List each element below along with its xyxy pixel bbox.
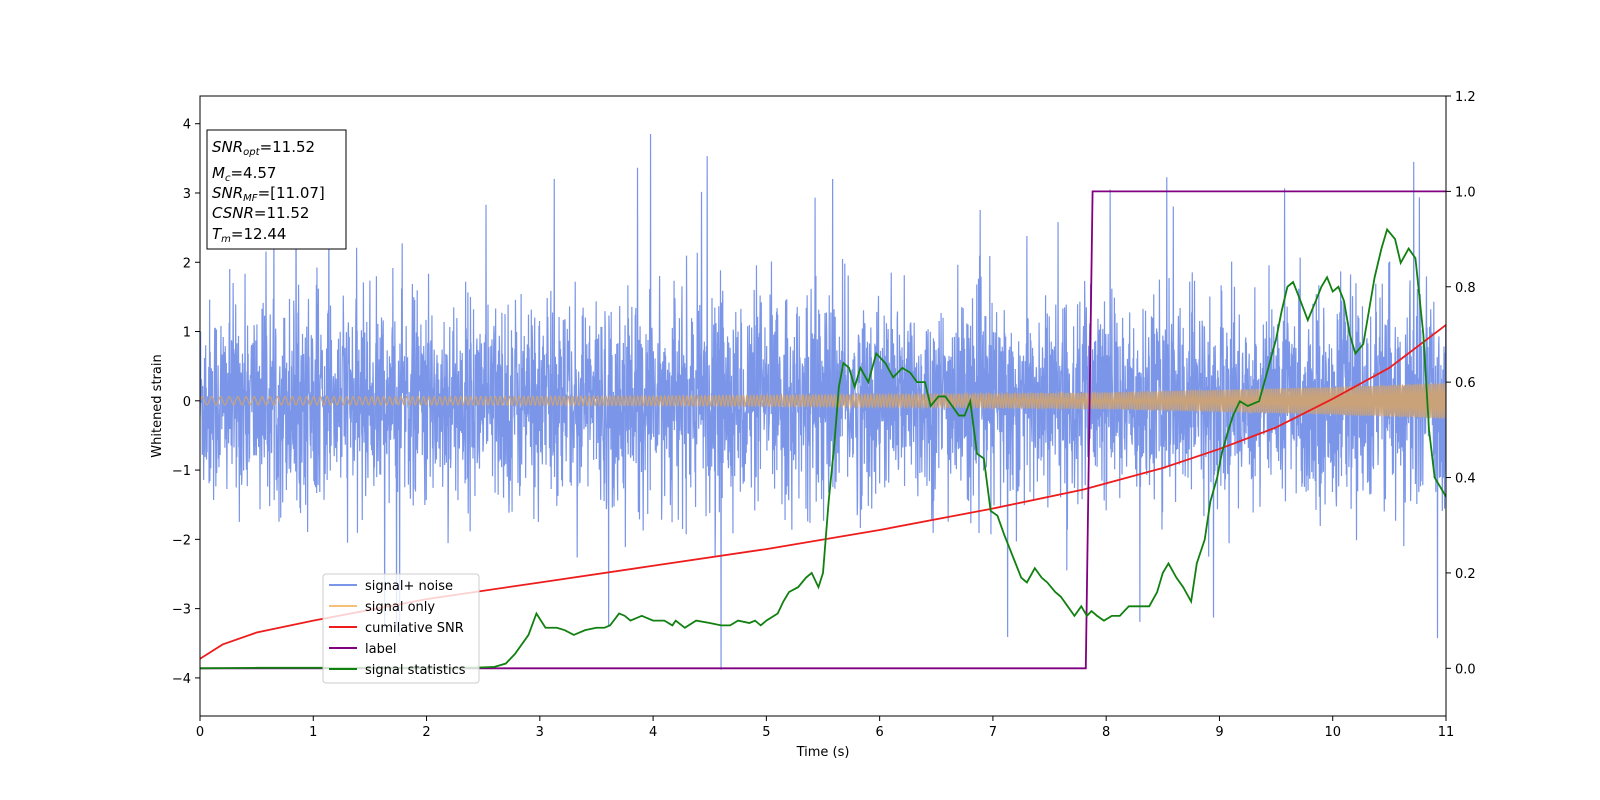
series-signal-statistics [200, 227, 1446, 670]
y-right-tick-label: 1.0 [1455, 185, 1476, 200]
y-left-tick-label: −1 [172, 464, 191, 479]
y-right-tick-label: 0.8 [1455, 281, 1476, 296]
info-mc: Mc=4.57 [212, 164, 276, 184]
y-right-tick-label: 0.4 [1455, 472, 1476, 487]
x-tick-label: 7 [989, 725, 997, 740]
x-tick-label: 4 [649, 725, 657, 740]
series-signal-noise [200, 134, 1446, 670]
x-tick-label: 10 [1324, 725, 1341, 740]
x-tick-label: 8 [1102, 725, 1110, 740]
series-signal-only [200, 382, 1446, 420]
legend: signal+ noise signal only cumilative SNR… [322, 573, 480, 684]
series-cumulative-snr [200, 324, 1446, 660]
y-axis-left-ticks: −4 −3 −2 −1 0 1 2 3 4 [172, 118, 200, 687]
info-box-frame [206, 129, 347, 250]
x-tick-label: 11 [1438, 725, 1455, 740]
y-axis-label: Whitened strain [150, 354, 165, 457]
x-tick-label: 0 [196, 725, 204, 740]
y-left-tick-label: −4 [172, 672, 191, 687]
info-snr-opt: SNRopt=11.52 [212, 138, 315, 158]
legend-frame [322, 573, 480, 684]
y-axis-right-ticks: 0.0 0.2 0.4 0.6 0.8 1.0 1.2 [1446, 90, 1476, 677]
y-right-tick-label: 0.0 [1455, 662, 1476, 677]
legend-label-cumulative-snr: cumilative SNR [365, 621, 464, 636]
x-tick-label: 6 [875, 725, 883, 740]
y-left-tick-label: −3 [172, 603, 191, 618]
y-left-tick-label: 1 [183, 326, 191, 341]
y-left-tick-label: 4 [183, 118, 191, 133]
info-tm: Tm=12.44 [212, 225, 286, 245]
info-snr-mf: SNRMF=[11.07] [212, 184, 325, 204]
x-tick-label: 1 [309, 725, 317, 740]
y-left-tick-label: 3 [183, 187, 191, 202]
y-left-tick-label: 2 [183, 256, 191, 271]
series-label [200, 190, 1446, 670]
y-right-tick-label: 0.6 [1455, 376, 1476, 391]
plot-area [200, 134, 1446, 670]
legend-label-signal-only: signal only [365, 600, 435, 615]
y-right-tick-label: 0.2 [1455, 567, 1476, 582]
x-tick-label: 5 [762, 725, 770, 740]
x-axis-ticks: 0 1 2 3 4 5 6 7 8 9 10 11 [196, 716, 1454, 740]
info-csnr: CSNR=11.52 [212, 204, 309, 222]
y-left-tick-label: 0 [183, 395, 191, 410]
y-left-tick-label: −2 [172, 533, 191, 548]
x-axis-label: Time (s) [796, 745, 850, 760]
legend-label-signal-statistics: signal statistics [365, 663, 466, 678]
x-tick-label: 9 [1215, 725, 1223, 740]
x-tick-label: 3 [536, 725, 544, 740]
axes-frame [199, 95, 1447, 717]
y-right-tick-label: 1.2 [1455, 90, 1476, 105]
info-box: SNRopt=11.52 Mc=4.57 SNRMF=[11.07] CSNR=… [206, 129, 347, 250]
legend-label-label: label [365, 642, 396, 657]
legend-label-signal-noise: signal+ noise [365, 579, 453, 594]
x-tick-label: 2 [422, 725, 430, 740]
